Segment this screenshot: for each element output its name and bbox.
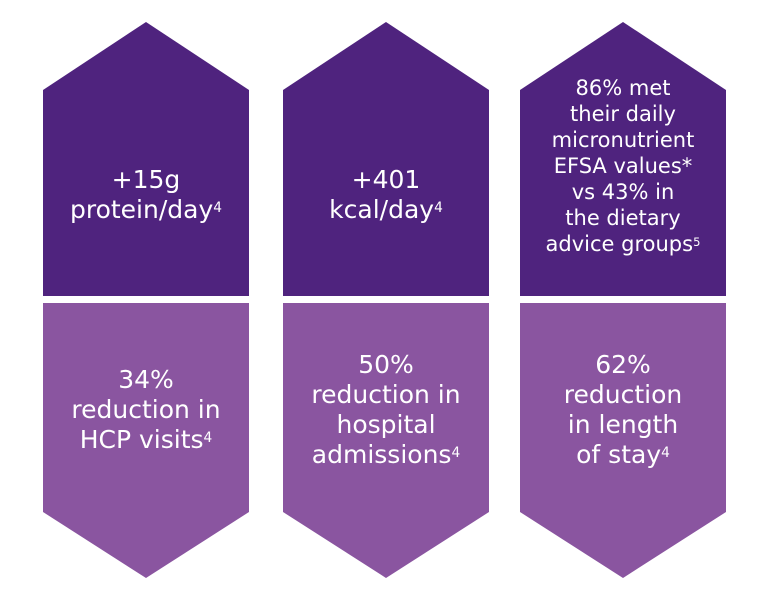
stat-line: 86% met [575, 76, 671, 100]
reference-superscript: 4 [451, 445, 461, 461]
stat-line: reduction in [311, 380, 461, 409]
stat-line: hospital [336, 410, 436, 439]
stat-length-of-stay: 62% reduction in length of stay4 [520, 340, 726, 480]
top-shape-3 [520, 22, 726, 296]
stat-line: their daily [570, 102, 676, 126]
stat-kcal: +401 kcal/day4 [283, 130, 489, 260]
stat-line: HCP visits4 [43, 425, 249, 455]
stat-hcp-visits: 34% reduction in HCP visits4 [43, 340, 249, 480]
stat-line: vs 43% in [571, 180, 675, 204]
stat-line: of stay4 [520, 440, 726, 470]
reference-superscript: 5 [693, 235, 701, 249]
stat-line-text: advice groups [545, 232, 694, 256]
reference-superscript: 4 [661, 445, 670, 461]
stat-line: +401 [351, 165, 421, 194]
stat-line: kcal/day4 [283, 195, 489, 225]
reference-superscript: 4 [434, 200, 443, 216]
stat-line: 62% [595, 350, 651, 379]
stat-line: +15g [111, 165, 181, 194]
stat-line-text: HCP visits [79, 425, 204, 454]
stat-micronutrient: 86% met their daily micronutrient EFSA valu… [520, 36, 726, 296]
stat-line: the dietary [565, 206, 681, 230]
stat-line: 34% [118, 365, 174, 394]
stat-line-text: protein/day [69, 195, 214, 224]
stat-hospital-admissions: 50% reduction in hospital admissions4 [283, 340, 489, 480]
stat-line: EFSA values* [553, 154, 693, 178]
bottom-shape-3 [520, 303, 726, 578]
stat-line: reduction in [71, 395, 221, 424]
stat-line: micronutrient [551, 128, 695, 152]
stat-protein: +15g protein/day4 [43, 130, 249, 260]
stat-line: 50% [358, 350, 414, 379]
stat-line: advice groups5 [520, 231, 726, 257]
stat-line: protein/day4 [43, 195, 249, 225]
stat-line-text: of stay [576, 440, 662, 469]
reference-superscript: 4 [213, 200, 223, 216]
stat-line: in length [567, 410, 679, 439]
bottom-shape-2 [283, 303, 489, 578]
reference-superscript: 4 [203, 430, 213, 446]
stat-line-text: admissions [311, 440, 452, 469]
top-shape-2 [283, 22, 489, 296]
top-shape-1 [43, 22, 249, 296]
bottom-shape-1 [43, 303, 249, 578]
stat-line-text: kcal/day [329, 195, 435, 224]
stat-line: admissions4 [283, 440, 489, 470]
stat-line: reduction [563, 380, 683, 409]
